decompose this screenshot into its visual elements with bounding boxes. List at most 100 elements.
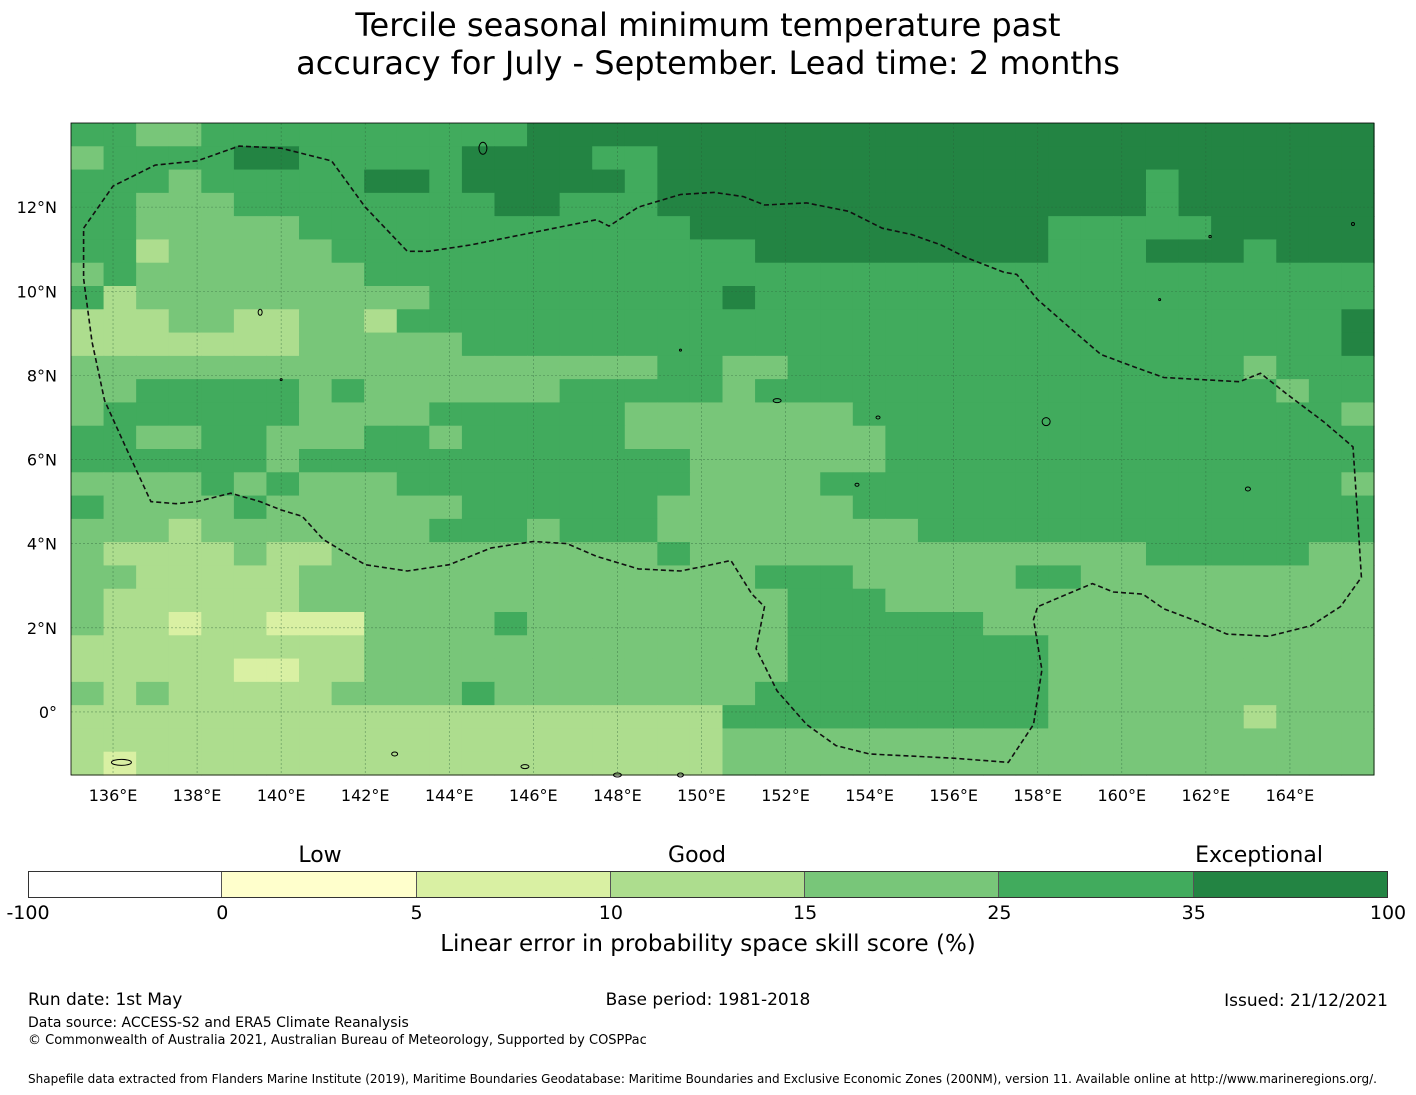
grid-cell bbox=[559, 518, 593, 543]
grid-cell bbox=[364, 286, 398, 310]
grid-cell bbox=[787, 239, 821, 264]
grid-cell bbox=[168, 355, 202, 380]
grid-cell bbox=[885, 379, 919, 404]
grid-cell bbox=[364, 216, 398, 241]
grid-cell bbox=[103, 472, 137, 497]
grid-cell bbox=[950, 635, 984, 660]
grid-cell bbox=[1308, 635, 1343, 660]
grid-cell bbox=[1243, 728, 1277, 753]
grid-cell bbox=[494, 588, 528, 613]
grid-cell bbox=[1145, 332, 1180, 357]
grid-cell bbox=[299, 332, 333, 357]
grid-cell bbox=[820, 425, 854, 450]
grid-cell bbox=[559, 239, 593, 264]
grid-cell bbox=[1015, 379, 1049, 404]
grid-cell bbox=[917, 216, 952, 241]
grid-cell bbox=[1178, 425, 1212, 450]
grid-cell bbox=[1113, 681, 1147, 706]
grid-cell bbox=[1048, 262, 1082, 287]
grid-cell bbox=[299, 449, 333, 473]
grid-cell bbox=[787, 425, 821, 450]
grid-cell bbox=[461, 588, 496, 613]
grid-cell bbox=[755, 216, 789, 241]
grid-cell bbox=[364, 588, 398, 613]
grid-cell bbox=[722, 355, 756, 380]
grid-cell bbox=[103, 379, 137, 404]
grid-cell bbox=[299, 355, 333, 380]
grid-cell bbox=[331, 402, 365, 427]
grid-cell bbox=[1243, 565, 1277, 590]
grid-cell bbox=[722, 449, 756, 473]
grid-cell bbox=[820, 588, 854, 613]
colorbar-label: Linear error in probability space skill … bbox=[440, 931, 976, 957]
grid-cell bbox=[787, 216, 821, 241]
grid-cell bbox=[201, 169, 235, 194]
grid-cell bbox=[461, 425, 496, 450]
grid-cell bbox=[1211, 751, 1245, 776]
grid-cell bbox=[168, 239, 202, 264]
grid-cell bbox=[233, 262, 268, 287]
grid-cell bbox=[1341, 612, 1375, 636]
grid-cell bbox=[396, 751, 430, 776]
eez-boundary bbox=[82, 145, 1363, 764]
grid-cell bbox=[950, 565, 984, 590]
grid-cell bbox=[103, 239, 137, 264]
grid-cell bbox=[71, 216, 105, 241]
grid-cell bbox=[983, 681, 1017, 706]
grid-cell bbox=[559, 309, 593, 334]
grid-cell bbox=[364, 542, 398, 567]
longitude-tick-label: 152°E bbox=[761, 786, 810, 805]
grid-cell bbox=[396, 681, 430, 706]
grid-cell bbox=[1211, 449, 1245, 473]
grid-cell bbox=[527, 262, 561, 287]
grid-cell bbox=[917, 658, 952, 683]
grid-cell bbox=[429, 425, 463, 450]
grid-cell bbox=[429, 262, 463, 287]
grid-cell bbox=[396, 402, 430, 427]
grid-cell bbox=[331, 495, 365, 520]
grid-cell bbox=[71, 262, 105, 287]
grid-cell bbox=[527, 705, 561, 730]
grid-cell bbox=[1341, 495, 1375, 520]
grid-cell bbox=[461, 472, 496, 497]
grid-cell bbox=[331, 588, 365, 613]
grid-cell bbox=[103, 542, 137, 567]
grid-cell bbox=[168, 751, 202, 776]
grid-cell bbox=[299, 542, 333, 567]
grid-cell bbox=[820, 379, 854, 404]
grid-cell bbox=[1308, 402, 1343, 427]
island-outline bbox=[1208, 234, 1212, 239]
grid-cell bbox=[885, 332, 919, 357]
island-outline bbox=[1041, 417, 1051, 427]
grid-cell bbox=[364, 518, 398, 543]
grid-cell bbox=[233, 518, 268, 543]
grid-cell bbox=[917, 588, 952, 613]
grid-cell bbox=[201, 192, 235, 217]
grid-cell bbox=[1243, 588, 1277, 613]
grid-cell bbox=[527, 588, 561, 613]
grid-cell bbox=[364, 332, 398, 357]
grid-cell bbox=[494, 495, 528, 520]
longitude-tick-label: 148°E bbox=[593, 786, 642, 805]
grid-cell bbox=[1341, 705, 1375, 730]
grid-cell bbox=[657, 332, 691, 357]
grid-cell bbox=[1243, 332, 1277, 357]
grid-cell bbox=[527, 751, 561, 776]
grid-cell bbox=[71, 332, 105, 357]
grid-cell bbox=[1308, 216, 1343, 241]
grid-cell bbox=[950, 705, 984, 730]
skill-score-map: 136°E 138°E 140°E 142°E 144°E 146°E 148°E 150°E… bbox=[17, 122, 1375, 805]
grid-cell bbox=[1243, 355, 1277, 380]
grid-cell bbox=[624, 635, 658, 660]
grid-cell bbox=[103, 681, 137, 706]
grid-cell bbox=[364, 565, 398, 590]
grid-cell bbox=[103, 449, 137, 473]
grid-cell bbox=[1341, 192, 1375, 217]
grid-cell bbox=[396, 146, 430, 171]
grid-cell bbox=[1308, 612, 1343, 636]
grid-cell bbox=[71, 123, 105, 147]
grid-cell bbox=[396, 472, 430, 497]
grid-cell bbox=[429, 705, 463, 730]
longitude-tick-label: 138°E bbox=[173, 786, 222, 805]
grid-cell bbox=[1145, 309, 1180, 334]
